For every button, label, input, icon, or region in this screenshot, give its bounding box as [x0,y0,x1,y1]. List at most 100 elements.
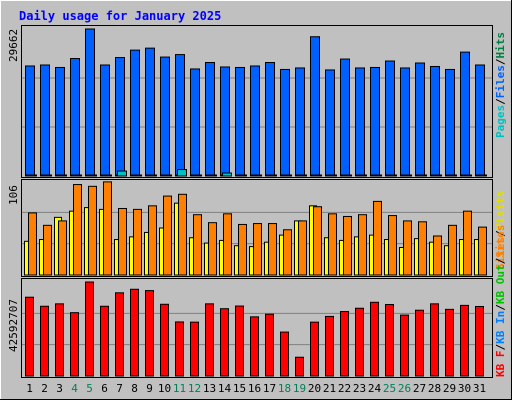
sites-bar [103,181,112,276]
kbf-bar [250,316,259,377]
sites-bar [148,205,157,276]
pages-bar [222,172,232,177]
day-label: 1 [26,382,33,395]
svg-text:KB F/KB In/KB Out/Sites: KB F/KB In/KB Out/Sites [494,225,507,377]
day-label: 11 [173,382,186,395]
pages-bar [72,174,82,177]
hits-bar [160,56,170,177]
day-label: 7 [116,382,123,395]
hits-bar [385,60,395,177]
sites-bar [208,222,217,276]
visits-max-label: 106 [7,185,20,205]
day-label: 9 [146,382,153,395]
pages-bar [297,174,307,177]
legend-sites: Sites [494,237,507,270]
kbf-bar [460,304,469,377]
pages-bar [312,174,322,177]
hits-bar [445,68,455,177]
sites-bar [118,207,127,276]
sites-bar [178,193,187,276]
legend-sep-6: / [494,257,507,264]
pages-bar [462,174,472,177]
legend-sep-4: / [494,344,507,351]
sites-bar [403,220,412,276]
kbf-bar [40,305,49,377]
hits-bar [235,66,245,177]
hits-bar [55,66,65,177]
kbf-bar [415,309,424,377]
legend-files: Files [494,65,507,98]
pages-bar [477,174,487,177]
pages-bar [252,174,262,177]
pages-bar [327,174,337,177]
day-label: 18 [278,382,291,395]
kbf-bar [160,303,169,377]
hits-panel: 29662 Pages/Files/Hits [7,25,507,178]
pages-bar [87,174,97,177]
pages-bar [282,174,292,177]
day-label: 22 [338,382,351,395]
day-label: 2 [41,382,48,395]
visits-panel: 106 Sites/Visits [7,179,507,277]
kbf-bar [130,288,139,377]
sites-bar [193,214,202,276]
pages-bar [177,169,187,177]
pages-bar [27,174,37,177]
day-label: 10 [158,382,171,395]
svg-text:Pages/Files/Hits: Pages/Files/Hits [494,32,507,138]
pages-bar [417,174,427,177]
hits-bar [130,49,140,177]
kbf-bar [100,305,109,377]
day-label: 23 [353,382,366,395]
kbf-bar [310,321,319,377]
sites-bar [88,185,97,276]
sites-bar [238,223,247,276]
pages-bar [162,174,172,177]
visits-bars [24,181,487,276]
kbf-bar [190,321,199,377]
pages-bar [117,170,127,177]
sites-bar [28,212,37,276]
day-label: 5 [86,382,93,395]
sites-bar [43,224,52,276]
legend-kbin: KB In [494,311,507,344]
visits-right-legend: Sites/Visits [494,191,507,271]
kbf-bar [85,281,94,377]
hits-bar [190,68,200,177]
day-label: 13 [203,382,216,395]
day-label: 24 [368,382,382,395]
day-label: 12 [188,382,201,395]
day-label: 26 [398,382,411,395]
legend-kbf: KB F [494,351,507,378]
day-label: 4 [71,382,78,395]
kbf-bar [55,303,64,377]
sites-bar [343,215,352,276]
day-label: 14 [218,382,232,395]
pages-bar [132,174,142,177]
legend-sep-1: / [494,98,507,105]
hits-bar [295,67,305,177]
sites-bar [223,213,232,276]
kbf-bar [205,303,214,377]
kbf-bar [445,308,454,377]
kbf-bar [145,290,154,377]
sites-bar [313,206,322,276]
pages-bar [42,174,52,177]
day-label: 31 [473,382,486,395]
hits-bars [25,28,487,177]
kbytes-bars [25,281,484,377]
hits-bar [460,51,470,177]
pages-bar [432,174,442,177]
svg-text:Sites/Visits: Sites/Visits [494,191,507,271]
pages-bar [342,174,352,177]
day-label: 16 [248,382,261,395]
sites-bar [163,195,172,276]
kbf-bar [355,307,364,377]
legend-sep-3: / [494,230,507,237]
legend-pages: Pages [494,105,507,138]
legend-sep-5: / [494,304,507,311]
sites-bar [328,213,337,276]
kbf-bar [295,356,304,377]
sites-bar [478,226,487,276]
pages-bar [57,174,67,177]
